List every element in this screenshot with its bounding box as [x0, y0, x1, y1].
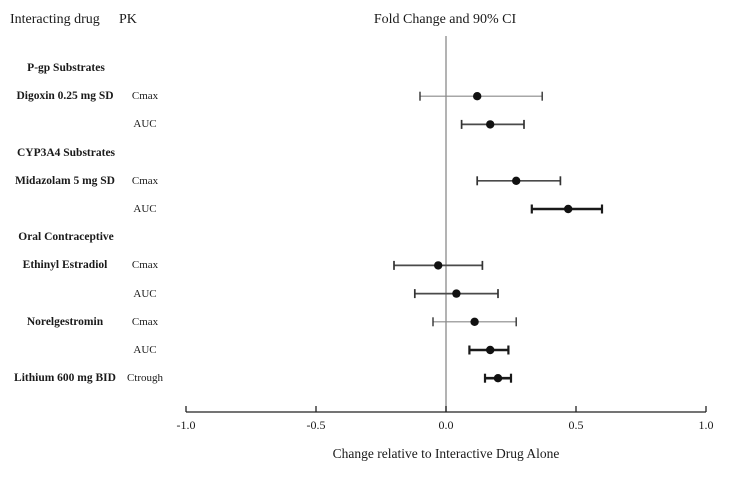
column-header-interacting-drug: Interacting drug	[10, 12, 100, 27]
point-estimate	[512, 176, 521, 185]
row-label-drug: Norelgestromin	[26, 315, 104, 328]
column-header-pk: PK	[119, 12, 137, 27]
point-estimate	[486, 345, 495, 355]
point-estimate	[470, 317, 479, 326]
point-estimate	[473, 92, 482, 101]
point-estimate	[434, 261, 443, 270]
point-estimate	[564, 204, 573, 214]
row-label-pk: AUC	[133, 118, 157, 131]
x-tick-label: -1.0	[176, 418, 196, 432]
row-label-category: P-gp Substrates	[27, 62, 105, 74]
x-tick-label: -0.5	[306, 418, 326, 432]
x-tick-label: 0.0	[438, 418, 454, 432]
row-label-pk: AUC	[133, 344, 157, 356]
x-axis-title: Change relative to Interactive Drug Alon…	[332, 446, 560, 461]
row-label-pk: Cmax	[131, 90, 159, 103]
row-label-pk: Cmax	[131, 174, 159, 187]
plot-title: Fold Change and 90% CI	[373, 12, 517, 27]
row-label-pk: Cmax	[131, 315, 159, 328]
row-label-category: CYP3A4 Substrates	[16, 146, 116, 159]
point-estimate	[486, 120, 495, 129]
row-label-pk: Cmax	[131, 259, 159, 272]
point-estimate	[493, 374, 503, 383]
row-label-drug: Digoxin 0.25 mg SD	[16, 90, 114, 103]
row-label-drug: Lithium 600 mg BID	[14, 372, 116, 385]
point-estimate	[452, 289, 461, 298]
row-label-pk: AUC	[133, 287, 157, 300]
row-label-pk: Ctrough	[126, 372, 164, 385]
row-label-pk: AUC	[133, 203, 157, 215]
x-tick-label: 1.0	[698, 418, 714, 432]
x-tick-label: 0.5	[568, 418, 584, 432]
row-label-drug: Midazolam 5 mg SD	[15, 174, 115, 187]
row-label-drug: Ethinyl Estradiol	[22, 259, 108, 272]
row-label-category: Oral Contraceptive	[18, 231, 114, 244]
